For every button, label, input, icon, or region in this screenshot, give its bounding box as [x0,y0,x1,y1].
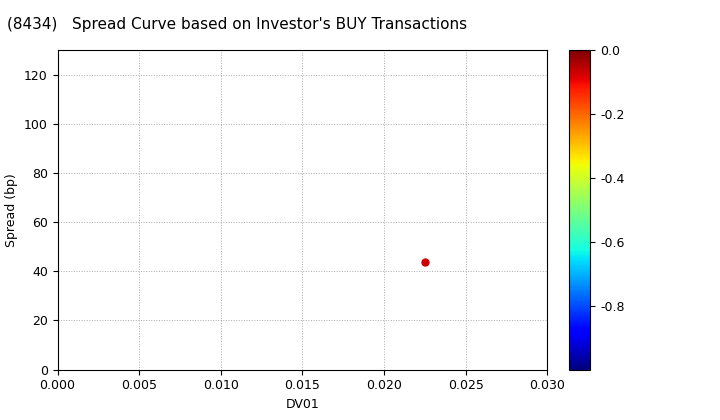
Y-axis label: Spread (bp): Spread (bp) [6,173,19,247]
X-axis label: DV01: DV01 [286,398,319,411]
Text: (8434)   Spread Curve based on Investor's BUY Transactions: (8434) Spread Curve based on Investor's … [7,17,467,32]
Point [419,258,431,265]
